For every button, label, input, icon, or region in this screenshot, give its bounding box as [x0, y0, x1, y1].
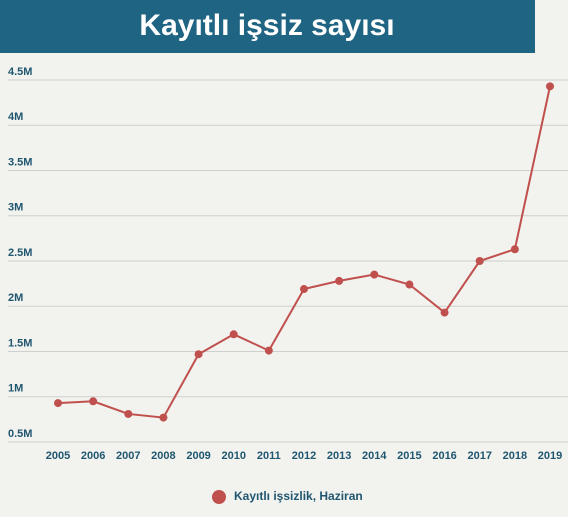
chart-title: Kayıtlı işsiz sayısı: [139, 9, 394, 42]
point: [300, 285, 308, 294]
y-tick-label: 1.5M: [8, 337, 32, 349]
x-tick-label: 2008: [151, 450, 175, 462]
point: [335, 276, 344, 285]
point: [440, 308, 449, 317]
y-tick-label: 4.5M: [8, 66, 32, 78]
x-tick-label: 2019: [538, 450, 562, 462]
line: [57, 86, 551, 419]
point: [124, 409, 133, 418]
x-tick-label: 2005: [46, 450, 70, 462]
y-tick-label: 2M: [8, 292, 23, 304]
y-tick-label: 3M: [8, 202, 23, 214]
point: [370, 270, 379, 279]
legend-marker: [212, 490, 226, 504]
point: [54, 399, 62, 408]
x-tick-label: 2016: [432, 450, 456, 462]
point: [546, 82, 554, 91]
x-tick-label: 2010: [221, 450, 245, 462]
x-tick-label: 2014: [362, 450, 387, 462]
y-tick-label: 4M: [8, 111, 23, 123]
y-tick-label: 0.5M: [8, 428, 32, 440]
x-tick-label: 2009: [186, 450, 210, 462]
point: [159, 413, 168, 422]
x-tick-label: 2006: [81, 450, 105, 462]
point: [229, 330, 238, 339]
title-bar: [0, 0, 535, 53]
x-tick-label: 2012: [292, 450, 316, 462]
x-tick-label: 2017: [467, 450, 491, 462]
y-tick-label: 1M: [8, 383, 23, 395]
x-tick-label: 2015: [397, 450, 421, 462]
point: [475, 257, 484, 265]
legend-label: Kayıtlı işsizlik, Haziran: [234, 489, 363, 503]
point: [510, 245, 519, 254]
x-tick-label: 2007: [116, 450, 140, 462]
point: [194, 350, 203, 359]
y-tick-label: 2.5M: [8, 247, 32, 259]
point: [405, 280, 414, 289]
x-tick-label: 2013: [327, 450, 351, 462]
point: [89, 397, 98, 406]
x-tick-label: 2011: [257, 450, 281, 462]
x-tick-label: 2018: [503, 450, 527, 462]
point: [264, 346, 273, 355]
y-tick-label: 3.5M: [8, 156, 32, 168]
